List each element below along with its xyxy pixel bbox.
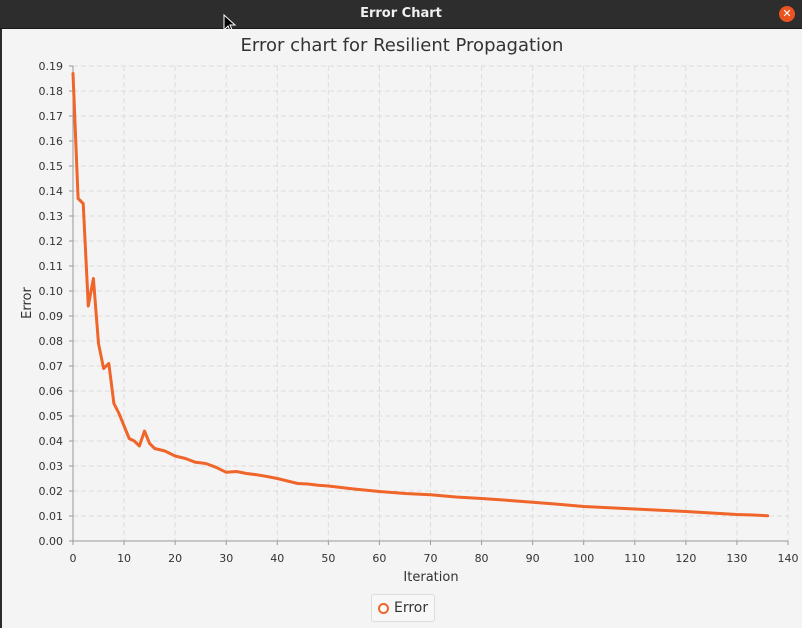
x-tick-label: 40 xyxy=(270,552,284,565)
y-axis-label: Error xyxy=(20,287,35,319)
y-tick-label: 0.17 xyxy=(39,110,64,123)
y-tick-label: 0.06 xyxy=(39,385,64,398)
chart-grid xyxy=(72,65,789,542)
x-tick-label: 110 xyxy=(624,552,645,565)
x-tick-label: 130 xyxy=(726,552,747,565)
y-tick-label: 0.18 xyxy=(39,85,64,98)
x-tick-label: 80 xyxy=(475,552,489,565)
x-tick-label: 70 xyxy=(424,552,438,565)
chart-series xyxy=(71,72,770,518)
y-tick-label: 0.07 xyxy=(39,360,64,373)
chart-ticks: 0 10 20 30 40 50 60 70 80 90 100 110 120 130 140 0.00 0.… xyxy=(39,60,799,565)
x-tick-label: 60 xyxy=(372,552,386,565)
legend-series-label: Error xyxy=(394,600,429,616)
y-tick-label: 0.19 xyxy=(39,60,64,73)
y-tick-label: 0.08 xyxy=(39,335,64,348)
window-edge xyxy=(0,29,2,628)
x-tick-label: 90 xyxy=(526,552,540,565)
x-tick-label: 100 xyxy=(573,552,594,565)
x-tick-label: 140 xyxy=(778,552,799,565)
y-tick-label: 0.11 xyxy=(39,260,64,273)
y-tick-label: 0.09 xyxy=(39,310,64,323)
y-tick-label: 0.02 xyxy=(39,485,64,498)
y-tick-label: 0.03 xyxy=(39,460,64,473)
chart-legend: Error xyxy=(371,594,436,622)
x-tick-label: 0 xyxy=(70,552,77,565)
y-tick-label: 0.05 xyxy=(39,410,64,423)
y-tick-label: 0.13 xyxy=(39,210,64,223)
close-button[interactable]: ✕ xyxy=(779,6,795,22)
close-icon: ✕ xyxy=(782,7,792,20)
x-tick-label: 50 xyxy=(321,552,335,565)
x-tick-label: 120 xyxy=(675,552,696,565)
y-tick-label: 0.16 xyxy=(39,135,64,148)
x-tick-label: 30 xyxy=(219,552,233,565)
y-tick-label: 0.14 xyxy=(39,185,64,198)
window-titlebar: Error Chart ✕ xyxy=(0,0,802,29)
legend-series-marker-icon xyxy=(378,602,389,614)
y-tick-label: 0.04 xyxy=(39,435,64,448)
series-line-error xyxy=(71,72,770,518)
y-tick-label: 0.01 xyxy=(39,510,64,523)
y-tick-label: 0.00 xyxy=(39,535,64,548)
y-tick-label: 0.15 xyxy=(39,160,64,173)
y-tick-label: 0.10 xyxy=(39,285,64,298)
y-tick-label: 0.12 xyxy=(39,235,64,248)
chart-title: Error chart for Resilient Propagation xyxy=(241,35,564,56)
x-tick-label: 20 xyxy=(168,552,182,565)
window-title: Error Chart xyxy=(360,6,442,21)
x-tick-label: 10 xyxy=(117,552,131,565)
x-axis-label: Iteration xyxy=(403,570,458,585)
